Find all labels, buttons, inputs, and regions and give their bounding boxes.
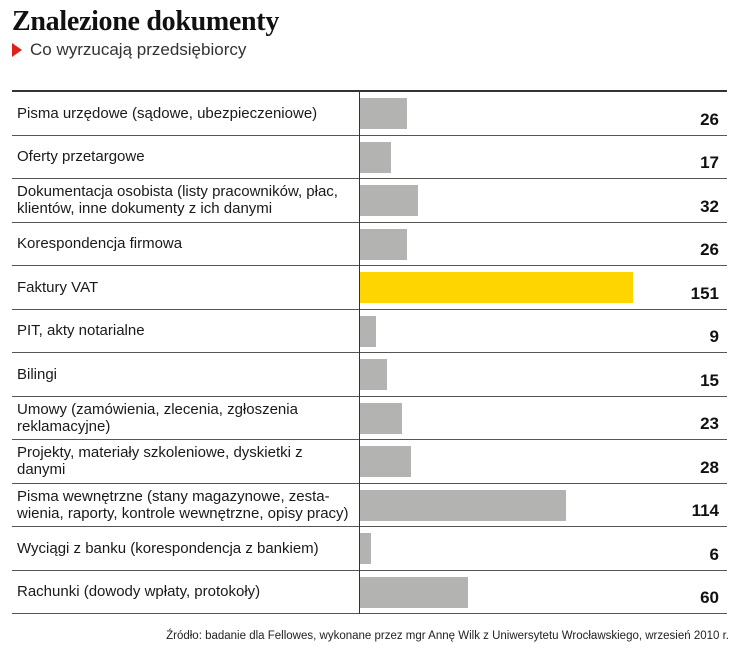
chart-title: Znalezione dokumenty — [12, 6, 280, 37]
category-label: Bilingi — [17, 365, 58, 383]
category-label: Korespondencja firmowa — [17, 235, 183, 253]
value-label: 26 — [700, 240, 719, 259]
triangle-marker-icon — [12, 43, 22, 57]
chart-row: Korespondencja firmowa 26 — [12, 223, 727, 266]
chart-row: Dokumentacja osobista (listy pracowników… — [12, 179, 727, 223]
category-label: Rachunki (dowody wpłaty, protokoły) — [17, 583, 261, 601]
bar — [360, 533, 371, 564]
category-label: Umowy (zamówienia, zlecenia, zgłoszenia … — [17, 400, 298, 435]
value-label: 15 — [700, 370, 719, 390]
value-label: 17 — [700, 153, 719, 172]
chart-row: Pisma wewnętrzne (stany magazynowe, zest… — [12, 484, 727, 527]
bar — [360, 272, 633, 303]
value-label: 114 — [691, 501, 719, 520]
chart-row: Bilingi 15 — [12, 353, 727, 397]
chart-rows: Pisma urzędowe (sądowe, ubezpieczeniowe)… — [12, 92, 727, 614]
chart-row: Faktury VAT 151 — [12, 266, 727, 310]
chart-row: Wyciągi z banku (korespondencja z bankie… — [12, 527, 727, 571]
bar — [360, 576, 468, 608]
chart-row: Rachunki (dowody wpłaty, protokoły) 60 — [12, 571, 727, 614]
category-label: Pisma urzędowe (sądowe, ubezpieczeniowe) — [17, 104, 318, 122]
value-label: 60 — [700, 588, 719, 607]
value-label: 28 — [700, 457, 719, 477]
bar — [360, 402, 402, 434]
chart-subtitle-text: Co wyrzucają przedsiębiorcy — [30, 40, 247, 59]
value-label: 151 — [690, 283, 719, 303]
bar — [360, 489, 566, 521]
bar — [360, 228, 407, 260]
category-label: Oferty przetargowe — [17, 148, 145, 166]
chart-row: PIT, akty notarialne 9 — [12, 310, 727, 353]
bar — [360, 141, 391, 173]
bar — [360, 98, 407, 129]
value-label: 6 — [709, 544, 719, 564]
value-label: 9 — [709, 327, 719, 346]
value-label: 23 — [700, 414, 719, 433]
chart-row: Projekty, materiały szkoleniowe, dyskiet… — [12, 440, 727, 484]
value-label: 32 — [700, 196, 719, 216]
category-label: PIT, akty notarialne — [17, 322, 145, 340]
chart-row: Pisma urzędowe (sądowe, ubezpieczeniowe)… — [12, 92, 727, 136]
category-label: Projekty, materiały szkoleniowe, dyskiet… — [17, 444, 303, 479]
bar-chart: Pisma urzędowe (sądowe, ubezpieczeniowe)… — [12, 90, 727, 614]
source-note: Źródło: badanie dla Fellowes, wykonane p… — [166, 630, 729, 642]
category-label: Dokumentacja osobista (listy pracowników… — [17, 183, 338, 218]
bar — [360, 315, 376, 347]
category-label: Faktury VAT — [17, 278, 99, 296]
value-label: 26 — [700, 109, 719, 129]
chart-subtitle: Co wyrzucają przedsiębiorcy — [12, 40, 246, 60]
bar — [360, 359, 387, 390]
chart-row: Umowy (zamówienia, zlecenia, zgłoszenia … — [12, 397, 727, 440]
bar — [360, 185, 418, 216]
category-label: Pisma wewnętrzne (stany magazynowe, zest… — [17, 487, 349, 522]
category-label: Wyciągi z banku (korespondencja z bankie… — [17, 539, 319, 557]
chart-top-rule — [12, 90, 727, 92]
chart-axis-line — [359, 92, 360, 614]
chart-row: Oferty przetargowe 17 — [12, 136, 727, 179]
bar — [360, 446, 411, 477]
